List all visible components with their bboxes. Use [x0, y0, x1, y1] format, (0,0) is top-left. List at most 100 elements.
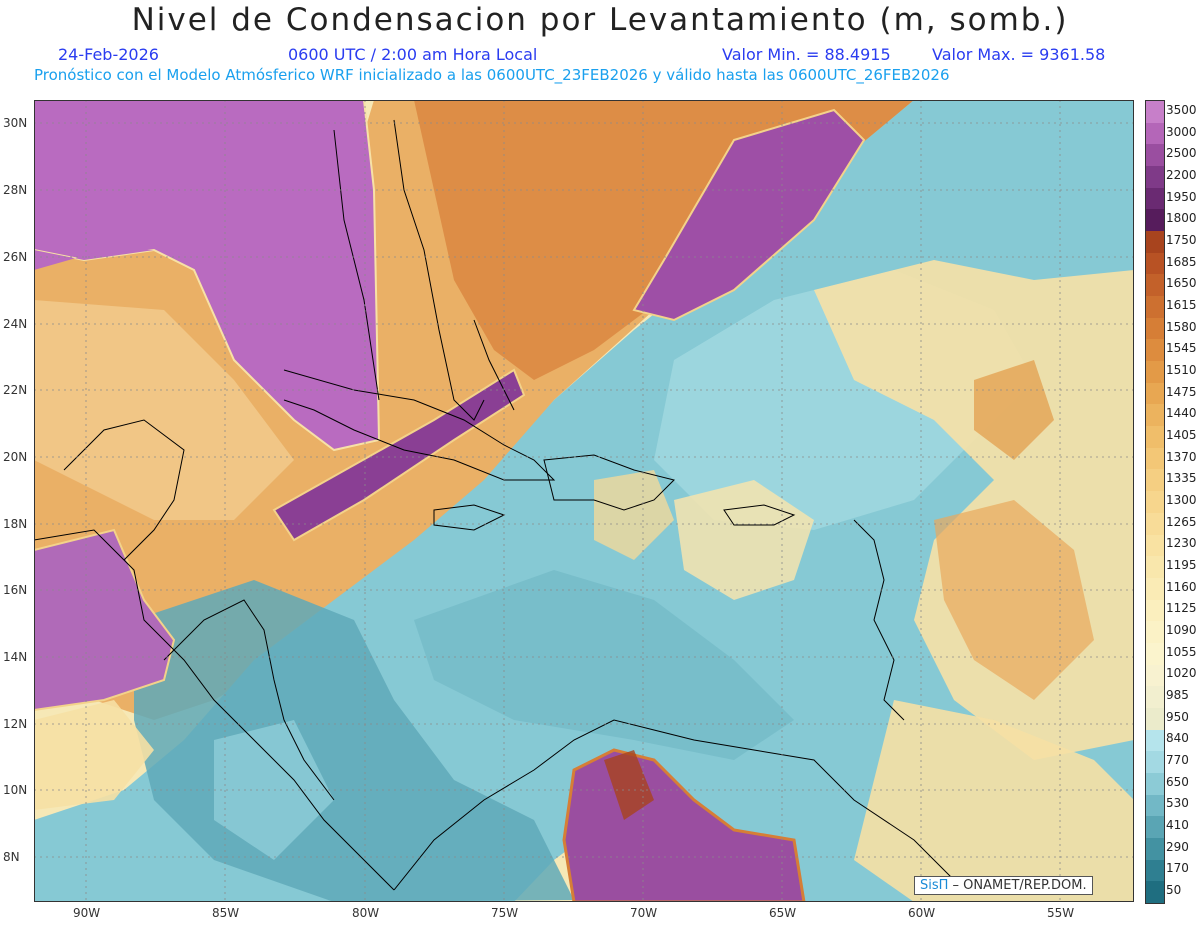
lat-label: 20N	[3, 450, 28, 464]
legend-label: 3500	[1166, 102, 1197, 117]
min-value: Valor Min. = 88.4915	[722, 45, 891, 64]
lat-label: 16N	[3, 583, 28, 597]
legend-label: 1750	[1166, 232, 1197, 247]
legend-label: 1300	[1166, 493, 1197, 507]
legend-swatch	[1146, 729, 1164, 752]
lat-label: 10N	[3, 783, 28, 797]
legend-swatch	[1146, 187, 1164, 210]
legend-label: 1650	[1166, 276, 1197, 291]
legend-label: 1265	[1166, 514, 1197, 529]
forecast-date: 24-Feb-2026	[58, 45, 159, 64]
legend-swatch	[1146, 577, 1164, 601]
legend-label: 1230	[1166, 536, 1197, 551]
legend-label: 1160	[1166, 579, 1197, 594]
legend-label: 770	[1166, 753, 1189, 768]
model-description: Pronóstico con el Modelo Atmósferico WRF…	[34, 66, 950, 84]
legend-swatch	[1146, 296, 1164, 319]
lat-label: 30N	[3, 116, 28, 130]
legend-label: 650	[1166, 774, 1189, 789]
lon-label: 75W	[491, 906, 519, 920]
cuba-purple-band	[272, 368, 526, 542]
max-value: Valor Max. = 9361.58	[932, 45, 1106, 64]
forecast-time: 0600 UTC / 2:00 am Hora Local	[288, 45, 538, 64]
credit-box: SisΠ – ONAMET/REP.DOM.	[914, 876, 1093, 895]
legend-swatch	[1146, 859, 1164, 882]
legend-label: 2500	[1166, 146, 1197, 161]
legend-swatch	[1146, 274, 1164, 297]
legend-label: 1405	[1166, 427, 1197, 442]
atlantic-purple-band	[632, 108, 866, 322]
legend-swatch	[1146, 642, 1164, 666]
lat-label: 24N	[3, 317, 28, 331]
legend-label: 170	[1166, 861, 1189, 876]
legend-swatch	[1146, 447, 1164, 470]
sispi-logo: SisΠ	[920, 878, 949, 893]
legend-swatch	[1146, 339, 1164, 362]
legend-label: 1545	[1166, 341, 1197, 356]
lon-label: 55W	[1047, 906, 1075, 920]
legend-swatch	[1146, 404, 1164, 427]
lat-label: 22N	[3, 383, 28, 397]
legend-swatch	[1146, 512, 1164, 535]
legend-label: 1685	[1166, 254, 1197, 269]
lon-label: 85W	[212, 906, 240, 920]
legend-swatch	[1146, 664, 1164, 687]
legend-swatch	[1146, 621, 1164, 644]
legend-swatch	[1146, 382, 1164, 405]
lon-label: 70W	[630, 906, 658, 920]
legend-swatch	[1146, 426, 1164, 449]
legend-label: 1195	[1166, 558, 1197, 573]
legend-swatch	[1146, 231, 1164, 254]
lat-label: 8N	[3, 850, 20, 864]
legend-label: 1370	[1166, 449, 1197, 464]
legend-swatch	[1146, 122, 1164, 145]
legend-label: 290	[1166, 839, 1189, 854]
legend-swatch	[1146, 686, 1164, 709]
lat-label: 14N	[3, 650, 28, 664]
legend-swatch	[1146, 707, 1164, 731]
legend-swatch	[1146, 491, 1164, 514]
legend-label: 2200	[1166, 167, 1197, 182]
lon-label: 60W	[908, 906, 936, 920]
legend-swatch	[1146, 209, 1164, 232]
legend-swatch	[1146, 794, 1164, 817]
legend-swatch	[1146, 881, 1164, 904]
lat-label: 18N	[3, 517, 28, 531]
legend-label: 50	[1166, 883, 1182, 898]
legend-label: 1125	[1166, 601, 1197, 616]
legend-label: 1475	[1166, 384, 1197, 399]
lat-label: 28N	[3, 183, 28, 197]
legend-swatch	[1146, 556, 1164, 579]
legend-label: 1055	[1166, 644, 1197, 659]
legend-label: 1615	[1166, 297, 1197, 312]
legend-label: 1800	[1166, 211, 1197, 226]
legend-label: 410	[1166, 818, 1189, 833]
legend-label: 950	[1166, 709, 1189, 724]
legend-swatch	[1146, 816, 1164, 839]
legend-swatch	[1146, 252, 1164, 275]
legend-swatch	[1146, 144, 1164, 167]
legend-label: 530	[1166, 796, 1189, 811]
legend-label: 1440	[1166, 406, 1197, 421]
legend-swatch	[1146, 469, 1164, 492]
graticule	[34, 100, 1134, 902]
lon-label: 65W	[769, 906, 797, 920]
legend-label: 1090	[1166, 623, 1197, 638]
credit-text: – ONAMET/REP.DOM.	[948, 878, 1087, 893]
legend-swatch	[1146, 837, 1164, 861]
condensation-map	[34, 100, 1134, 902]
legend-swatch	[1146, 534, 1164, 557]
lat-label: 12N	[3, 717, 28, 731]
legend-swatch	[1146, 772, 1164, 796]
lon-label: 90W	[73, 906, 101, 920]
coastlines	[34, 119, 955, 891]
legend-label: 985	[1166, 688, 1189, 703]
legend-swatch	[1146, 317, 1164, 340]
legend-label: 3000	[1166, 124, 1197, 139]
legend-label: 1335	[1166, 471, 1197, 486]
central-america-purple-region	[34, 528, 176, 712]
color-legend	[1145, 100, 1165, 904]
legend-label: 1510	[1166, 362, 1197, 377]
legend-label: 1950	[1166, 189, 1197, 204]
legend-swatch	[1146, 361, 1164, 384]
